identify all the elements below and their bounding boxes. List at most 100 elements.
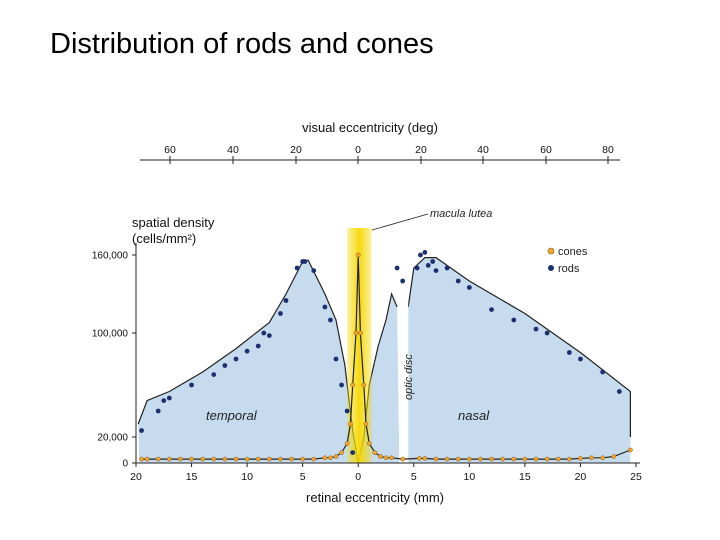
x-tick-label: 25 (630, 471, 642, 483)
top-tick-label: 20 (290, 144, 302, 156)
cone-point (178, 456, 183, 462)
top-tick-label: 60 (540, 144, 552, 156)
cone-point (400, 456, 406, 462)
rod-point (600, 369, 606, 375)
top-axis-label: visual eccentricity (deg) (302, 120, 438, 135)
rod-point (339, 382, 344, 388)
cone-point (544, 456, 550, 462)
rod-point (566, 350, 572, 355)
legend-rods-label: rods (558, 263, 580, 275)
optic-disc-label: optic disc (403, 354, 415, 400)
optic-disc-band (399, 270, 409, 463)
cone-point (378, 454, 383, 459)
rod-point (333, 356, 339, 362)
x-tick-label: 20 (575, 471, 587, 483)
cone-point (348, 421, 353, 427)
cone-point (589, 455, 594, 461)
cone-points (139, 252, 633, 462)
cone-point (339, 450, 344, 455)
rod-point (139, 428, 144, 433)
cone-point (144, 456, 150, 462)
x-tick-label: 15 (519, 471, 531, 483)
cone-point (139, 456, 144, 462)
cone-point (358, 330, 363, 336)
cone-point (233, 456, 239, 462)
cone-point (200, 456, 206, 462)
cone-point (278, 456, 283, 462)
macula-lutea-band (347, 228, 372, 463)
y-tick-label: 20,000 (97, 433, 128, 444)
x-tick-label: 10 (241, 471, 253, 483)
cone-point (389, 455, 394, 461)
cone-point (155, 456, 161, 462)
x-tick-label: 0 (355, 471, 361, 483)
x-tick-label: 15 (186, 471, 198, 483)
rod-point (322, 304, 328, 310)
rod-point (166, 395, 172, 401)
cone-point (444, 456, 450, 462)
cone-point (489, 456, 494, 462)
cone-point (311, 456, 317, 462)
rod-point (533, 326, 539, 332)
cone-point (455, 456, 461, 462)
rod-point (425, 263, 431, 268)
rod-point (466, 285, 472, 290)
cone-point (300, 456, 306, 462)
cone-point (422, 456, 428, 461)
y-tick-label: 100,000 (92, 329, 129, 340)
cone-point (255, 456, 261, 462)
rod-point (418, 252, 423, 258)
y-tick-label: 160,000 (92, 251, 129, 262)
rod-point (430, 259, 436, 264)
cone-point (211, 456, 217, 462)
legend-cones-label: cones (558, 246, 588, 258)
top-tick-label: 0 (355, 144, 361, 156)
cone-point (522, 456, 528, 462)
cone-point (289, 456, 294, 462)
legend-cones-marker (547, 247, 555, 255)
cone-point (555, 456, 561, 462)
cone-point (416, 456, 422, 461)
cone-point (611, 454, 617, 459)
rod-point (455, 278, 461, 284)
cone-point (366, 441, 372, 446)
legend-rods-marker (548, 265, 554, 271)
x-axis-ticks: 20 15 10 5 0 5 10 15 20 25 (130, 463, 642, 483)
x-tick-label: 20 (130, 471, 142, 483)
rod-point (616, 389, 622, 394)
legend: cones rods (547, 246, 588, 275)
rod-point (222, 363, 228, 368)
slide-title: Distribution of rods and cones (50, 28, 434, 60)
rod-point (400, 278, 406, 284)
rod-point (161, 398, 167, 403)
cone-point (511, 456, 517, 462)
top-tick-label: 80 (602, 144, 614, 156)
macula-lutea-label: macula lutea (430, 208, 492, 220)
rod-point (261, 330, 267, 336)
rod-point (302, 259, 308, 264)
rod-point (511, 317, 517, 323)
top-tick-label: 40 (227, 144, 239, 156)
cone-point (533, 456, 539, 462)
nasal-label: nasal (458, 408, 490, 423)
x-tick-label: 10 (463, 471, 475, 483)
cone-point (500, 456, 506, 462)
y-axis-label-line1: spatial density (132, 215, 215, 230)
cone-point (328, 455, 333, 461)
rod-point (211, 372, 217, 377)
rod-point (350, 450, 356, 455)
cone-point (266, 456, 272, 462)
x-tick-label: 5 (411, 471, 417, 483)
rod-density-area (138, 257, 631, 463)
cone-point (166, 456, 172, 462)
cone-point (344, 441, 350, 446)
top-tick-label: 20 (415, 144, 427, 156)
y-axis-label-line2: (cells/mm²) (132, 231, 196, 246)
rod-point (489, 307, 494, 312)
rod-points (139, 250, 622, 455)
rod-point (578, 356, 583, 362)
rod-point (278, 311, 283, 316)
top-tick-label: 60 (164, 144, 176, 156)
rod-point (283, 298, 289, 303)
